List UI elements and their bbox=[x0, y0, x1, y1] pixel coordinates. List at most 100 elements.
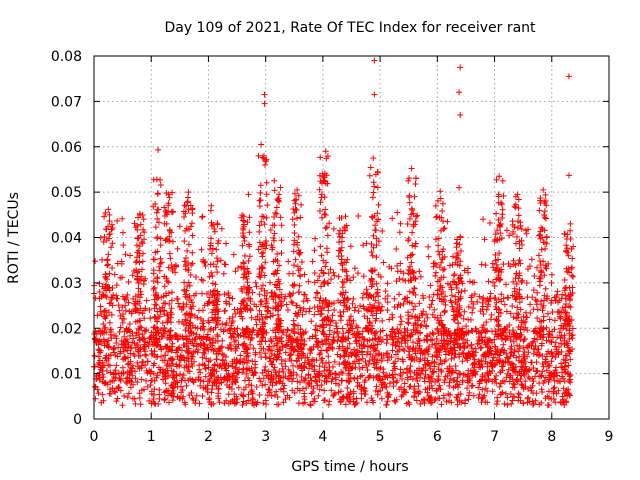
data-point bbox=[317, 283, 324, 290]
data-point bbox=[392, 330, 399, 337]
data-points bbox=[91, 57, 577, 409]
data-point bbox=[329, 375, 336, 382]
data-point bbox=[345, 378, 352, 385]
data-point bbox=[273, 401, 280, 408]
data-point bbox=[300, 342, 307, 349]
data-point bbox=[325, 280, 332, 287]
data-point bbox=[153, 318, 160, 325]
data-point bbox=[161, 283, 168, 290]
data-point bbox=[298, 362, 305, 369]
data-point bbox=[537, 373, 544, 380]
data-point bbox=[340, 394, 347, 401]
data-point bbox=[130, 295, 137, 302]
data-point bbox=[96, 347, 103, 354]
data-point bbox=[348, 352, 355, 359]
data-point bbox=[453, 284, 460, 291]
data-point bbox=[451, 271, 458, 278]
data-point bbox=[372, 297, 379, 304]
data-point bbox=[261, 91, 268, 98]
data-point bbox=[171, 375, 178, 382]
data-point bbox=[176, 223, 183, 230]
data-point bbox=[371, 91, 378, 98]
data-point bbox=[495, 216, 502, 223]
data-point bbox=[142, 305, 149, 312]
data-point bbox=[477, 377, 484, 384]
data-point bbox=[534, 306, 541, 313]
data-point bbox=[345, 371, 352, 378]
data-point bbox=[335, 381, 342, 388]
data-point bbox=[339, 278, 346, 285]
data-point bbox=[259, 253, 266, 260]
data-point bbox=[300, 305, 307, 312]
data-point bbox=[399, 391, 406, 398]
data-point bbox=[329, 340, 336, 347]
data-point bbox=[344, 306, 351, 313]
data-point bbox=[162, 208, 169, 215]
data-point bbox=[318, 356, 325, 363]
data-point bbox=[187, 312, 194, 319]
data-point bbox=[398, 393, 405, 400]
data-point bbox=[359, 364, 366, 371]
data-point bbox=[240, 234, 247, 241]
data-point bbox=[515, 212, 522, 219]
data-point bbox=[359, 349, 366, 356]
data-point bbox=[197, 382, 204, 389]
data-point bbox=[516, 286, 523, 293]
data-point bbox=[427, 365, 434, 372]
data-point bbox=[347, 313, 354, 320]
data-point bbox=[271, 271, 278, 278]
data-point bbox=[279, 365, 286, 372]
data-point bbox=[342, 213, 349, 220]
data-point bbox=[340, 347, 347, 354]
data-point bbox=[407, 383, 414, 390]
data-point bbox=[563, 248, 570, 255]
data-point bbox=[361, 313, 368, 320]
data-point bbox=[273, 204, 280, 211]
data-point bbox=[217, 257, 224, 264]
data-point bbox=[544, 310, 551, 317]
data-point bbox=[439, 343, 446, 350]
data-point bbox=[522, 318, 529, 325]
data-point bbox=[199, 392, 206, 399]
data-point bbox=[398, 340, 405, 347]
data-point bbox=[106, 319, 113, 326]
data-point bbox=[542, 215, 549, 222]
data-point bbox=[351, 307, 358, 314]
data-point bbox=[263, 401, 270, 408]
data-point bbox=[369, 252, 376, 259]
data-point bbox=[386, 380, 393, 387]
data-point bbox=[364, 348, 371, 355]
data-point bbox=[530, 346, 537, 353]
data-point bbox=[485, 351, 492, 358]
data-point bbox=[468, 383, 475, 390]
data-point bbox=[561, 287, 568, 294]
data-point bbox=[468, 294, 475, 301]
data-point bbox=[114, 260, 121, 267]
data-point bbox=[307, 374, 314, 381]
data-point bbox=[294, 311, 301, 318]
data-point bbox=[258, 250, 265, 257]
data-point bbox=[371, 356, 378, 363]
data-point bbox=[107, 386, 114, 393]
data-point bbox=[104, 257, 111, 264]
data-point bbox=[427, 282, 434, 289]
data-point bbox=[372, 387, 379, 394]
data-point bbox=[363, 306, 370, 313]
data-point bbox=[208, 250, 215, 257]
data-point bbox=[567, 371, 574, 378]
data-point bbox=[140, 344, 147, 351]
data-point bbox=[341, 359, 348, 366]
data-point bbox=[130, 381, 137, 388]
data-point bbox=[419, 312, 426, 319]
data-point bbox=[270, 296, 277, 303]
data-point bbox=[179, 387, 186, 394]
data-point bbox=[565, 386, 572, 393]
data-point bbox=[225, 400, 232, 407]
data-point bbox=[384, 398, 391, 405]
data-point bbox=[317, 154, 324, 161]
data-point bbox=[259, 282, 266, 289]
data-point bbox=[458, 288, 465, 295]
data-point bbox=[256, 338, 263, 345]
data-point bbox=[140, 216, 147, 223]
data-point bbox=[297, 344, 304, 351]
